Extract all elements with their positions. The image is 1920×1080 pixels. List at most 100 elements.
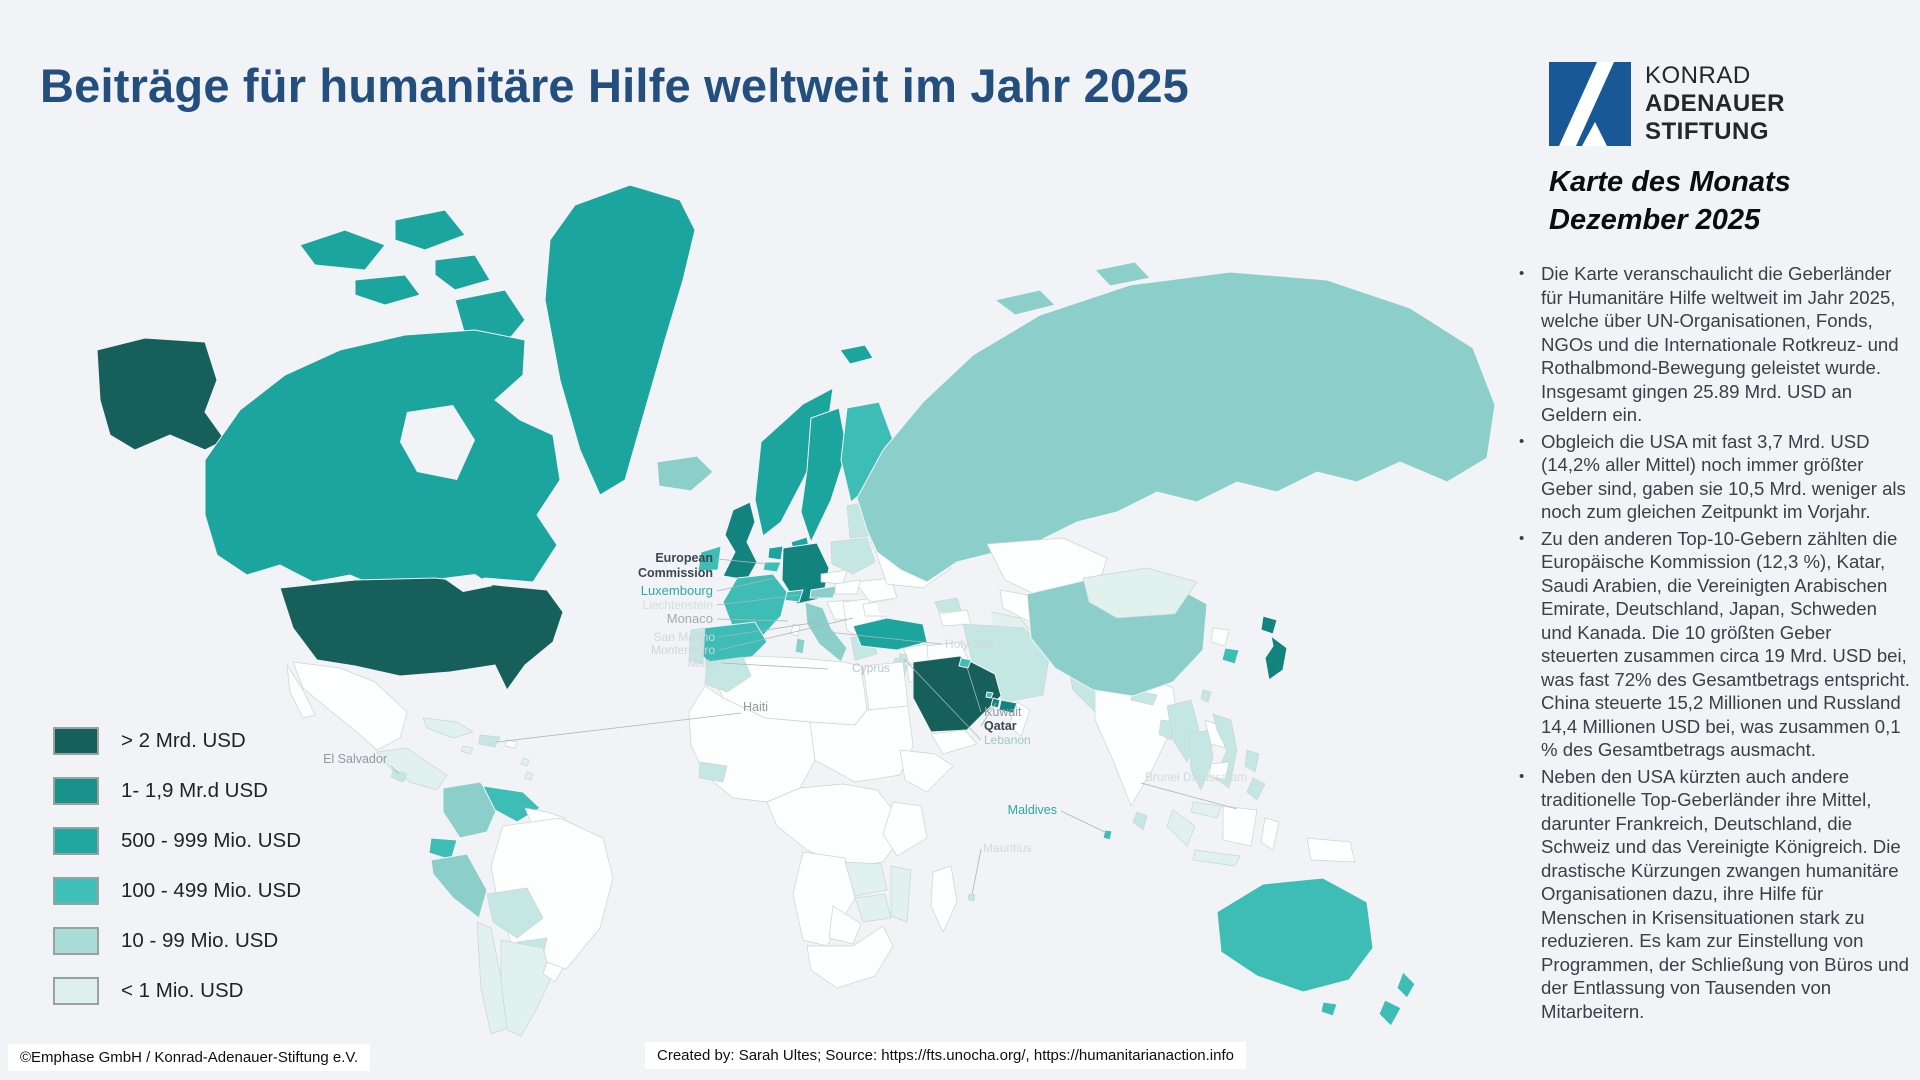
logo-line-3: STIFTUNG [1645, 118, 1769, 145]
water-body [877, 596, 939, 621]
svg-text:San Marino: San Marino [654, 630, 716, 644]
country-sulawesi [1260, 817, 1280, 851]
country-svalbard [839, 344, 874, 365]
country-mauritius [967, 893, 976, 902]
bullet-item: Neben den USA kürzten auch andere tradit… [1515, 765, 1911, 1024]
country-poland [830, 537, 876, 575]
country-peru [430, 853, 488, 919]
country-cuba [422, 717, 474, 739]
country-france [722, 573, 788, 639]
description-bullets: Die Karte veranschaulicht die Geberlände… [1515, 262, 1911, 1026]
country-sri-lanka [1132, 811, 1148, 831]
country-zimbabwe [854, 893, 892, 923]
legend-label: 1- 1,9 Mr.d USD [121, 779, 268, 802]
country-japan [1264, 634, 1288, 681]
country-malaysia [1190, 801, 1222, 819]
country-mongolia [1082, 567, 1198, 619]
bullet-item: Die Karte veranschaulicht die Geberlände… [1515, 262, 1911, 427]
legend-label: 500 - 999 Mio. USD [121, 829, 302, 852]
legend-row: 500 - 999 Mio. USD [53, 816, 301, 866]
country-sumatra [1166, 809, 1196, 847]
legend-row: 1- 1,9 Mr.d USD [53, 766, 301, 816]
country-antilles [524, 771, 534, 781]
country-argentina [500, 939, 552, 1037]
country-java [1192, 849, 1241, 867]
legend-swatch [53, 977, 99, 1005]
legend-swatch [53, 777, 99, 805]
country-romania [854, 577, 898, 603]
country-horn-of-africa [899, 749, 954, 793]
svg-text:El Salvador: El Salvador [323, 752, 387, 766]
country-south-africa [806, 925, 894, 989]
map-of-the-month-heading: Karte des Monats Dezember 2025 [1549, 163, 1791, 239]
map-legend: > 2 Mrd. USD 1- 1,9 Mr.d USD 500 - 999 Mio… [53, 716, 301, 1016]
country-south-korea [1221, 647, 1240, 665]
svg-text:Monaco: Monaco [667, 611, 713, 626]
subtitle-line-2: Dezember 2025 [1549, 204, 1761, 236]
source-credit: Created by: Sarah Ultes; Source: https:/… [645, 1042, 1246, 1069]
legend-row: > 2 Mrd. USD [53, 716, 301, 766]
svg-text:Luxembourg: Luxembourg [641, 583, 713, 598]
country-canada [204, 329, 561, 596]
legend-label: > 2 Mrd. USD [121, 729, 246, 752]
country-austria [809, 585, 838, 599]
country-jamaica [460, 745, 474, 755]
country-uk [722, 501, 758, 581]
country-ireland [697, 545, 722, 572]
country-hispaniola [478, 734, 501, 748]
country-baja [286, 664, 316, 719]
page-title: Beiträge für humanitäre Hilfe weltweit i… [40, 59, 1190, 112]
legend-swatch [53, 727, 99, 755]
country-philippines [1246, 777, 1266, 801]
svg-text:Liechtenstein: Liechtenstein [642, 598, 713, 612]
country-greenland [544, 184, 696, 496]
country-new-zealand [1396, 971, 1416, 999]
subtitle-line-1: Karte des Monats [1549, 166, 1791, 198]
country-new-zealand [1378, 999, 1402, 1027]
country-australia [1216, 877, 1374, 993]
country-thailand [1188, 729, 1214, 791]
country-borneo [1222, 805, 1258, 847]
legend-swatch [53, 827, 99, 855]
country-cambodia [1208, 761, 1230, 781]
legend-row: 10 - 99 Mio. USD [53, 916, 301, 966]
svg-text:European: European [655, 551, 713, 565]
country-bolivia [486, 887, 544, 939]
legend-label: < 1 Mio. USD [121, 979, 244, 1002]
country-japan [1260, 615, 1278, 635]
legend-swatch [53, 927, 99, 955]
country-philippines [1244, 749, 1260, 773]
country-uruguay [542, 961, 564, 983]
country-hungary [834, 579, 861, 595]
country-georgia [934, 597, 962, 613]
country-mexico [292, 661, 408, 751]
country-netherlands [767, 545, 784, 561]
country-alaska [96, 337, 226, 451]
svg-text:Holy See: Holy See [945, 637, 994, 651]
country-yemen [930, 729, 978, 755]
svg-text:Cyprus: Cyprus [852, 661, 890, 675]
country-sweden [800, 407, 848, 544]
svg-text:Brunei Darussalam: Brunei Darussalam [1145, 770, 1247, 784]
bullet-item: Obgleich die USA mit fast 3,7 Mrd. USD (… [1515, 430, 1911, 524]
country-portugal [688, 627, 706, 665]
logo-line-1: KONRAD [1645, 62, 1751, 89]
country-central-africa [766, 783, 904, 869]
country-turkey [852, 617, 928, 651]
country-canada-islands [299, 229, 386, 271]
country-central-america [376, 747, 448, 791]
bullet-item: Zu den anderen Top-10-Gebern zählten die… [1515, 527, 1911, 762]
svg-text:Haiti: Haiti [743, 700, 768, 714]
kas-brand: KONRAD ADENAUER STIFTUNG [1549, 62, 1785, 146]
svg-text:Kuwait: Kuwait [984, 705, 1022, 719]
country-north-korea [1210, 627, 1230, 647]
country-tasmania [1320, 1001, 1338, 1017]
country-iceland [656, 455, 714, 492]
country-canada-islands [434, 254, 491, 291]
svg-text:Maldives: Maldives [1008, 803, 1057, 817]
country-azerbaijan [938, 609, 972, 627]
kas-logo-icon [1549, 62, 1631, 146]
country-russia [856, 271, 1496, 583]
